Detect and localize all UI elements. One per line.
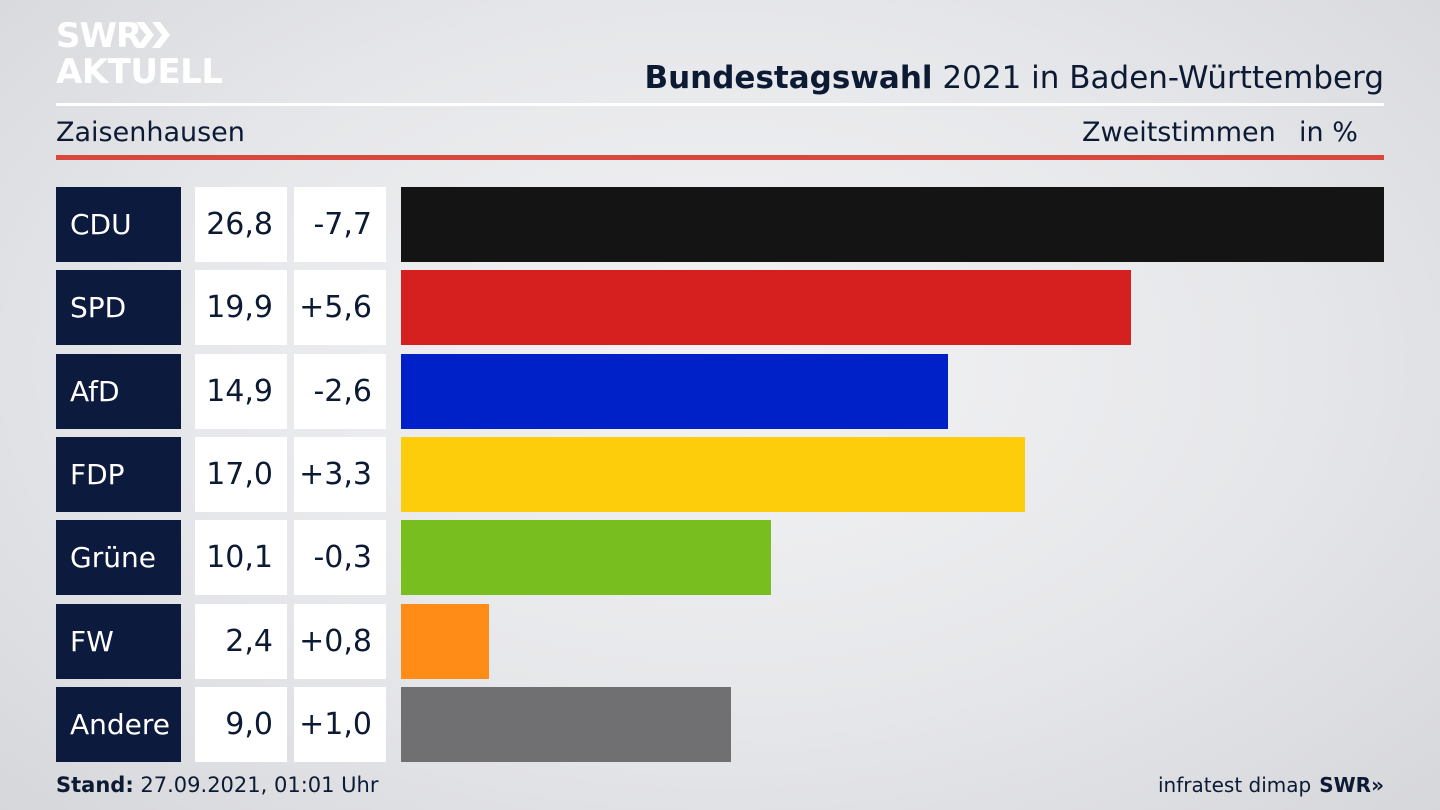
party-label: Andere (56, 687, 181, 762)
vote-share-bar (401, 187, 1384, 262)
result-row: SPD 19,9 +5,6 (56, 270, 1384, 345)
logo-text-aktuell: AKTUELL (56, 52, 223, 92)
party-label: FW (56, 604, 181, 679)
vote-share-value: 19,9 (195, 270, 287, 345)
vote-share-bar (401, 604, 489, 679)
stand-value: 27.09.2021, 01:01 Uhr (133, 773, 379, 797)
result-row: FW 2,4 +0,8 (56, 604, 1384, 679)
vote-change-value: +5,6 (294, 270, 386, 345)
source-credit: infratest dimap SWR» (1158, 771, 1384, 799)
party-label: AfD (56, 354, 181, 429)
result-row: Grüne 10,1 -0,3 (56, 520, 1384, 595)
party-label: FDP (56, 437, 181, 512)
title-bold: Bundestagswahl (644, 60, 933, 96)
vote-share-value: 17,0 (195, 437, 287, 512)
vote-change-value: -7,7 (294, 187, 386, 262)
party-label: CDU (56, 187, 181, 262)
logo-text-swr: SWR (56, 16, 142, 56)
vote-share-value: 2,4 (195, 604, 287, 679)
chevrons-icon (136, 22, 170, 48)
vote-change-value: -0,3 (294, 520, 386, 595)
result-row: FDP 17,0 +3,3 (56, 437, 1384, 512)
stand-label: Stand: (56, 773, 134, 797)
unit-label: in % (1299, 117, 1358, 148)
vote-share-bar (401, 354, 948, 429)
party-label: Grüne (56, 520, 181, 595)
vote-share-bar (401, 520, 771, 595)
vote-share-bar (401, 687, 731, 762)
result-row: CDU 26,8 -7,7 (56, 187, 1384, 262)
result-row: Andere 9,0 +1,0 (56, 687, 1384, 762)
timestamp: Stand: 27.09.2021, 01:01 Uhr (56, 771, 379, 799)
chart-title: Bundestagswahl 2021 in Baden-Württemberg (644, 58, 1384, 98)
vote-share-value: 10,1 (195, 520, 287, 595)
title-rest: 2021 in Baden-Württemberg (932, 60, 1384, 96)
measure-label: Zweitstimmen (1082, 117, 1276, 148)
vote-share-value: 26,8 (195, 187, 287, 262)
source-brand: SWR» (1319, 773, 1384, 797)
source-label: infratest dimap (1158, 773, 1312, 797)
vote-change-value: +1,0 (294, 687, 386, 762)
swr-aktuell-logo: SWR AKTUELL (56, 16, 226, 92)
accent-divider (56, 155, 1384, 160)
header-divider (56, 103, 1384, 106)
vote-share-bar (401, 437, 1025, 512)
vote-change-value: -2,6 (294, 354, 386, 429)
vote-change-value: +0,8 (294, 604, 386, 679)
party-label: SPD (56, 270, 181, 345)
vote-share-value: 9,0 (195, 687, 287, 762)
result-row: AfD 14,9 -2,6 (56, 354, 1384, 429)
vote-share-value: 14,9 (195, 354, 287, 429)
vote-share-bar (401, 270, 1131, 345)
region-name: Zaisenhausen (56, 117, 245, 148)
vote-change-value: +3,3 (294, 437, 386, 512)
